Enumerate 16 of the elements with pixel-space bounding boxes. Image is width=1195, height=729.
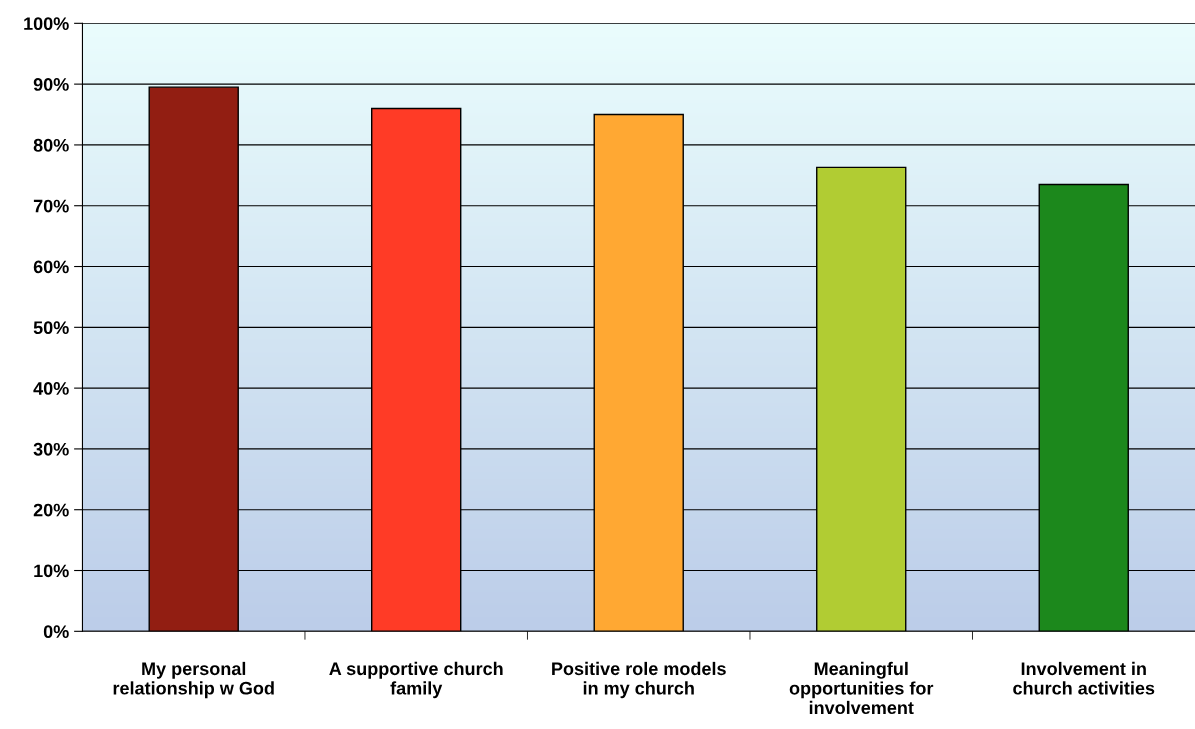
y-tick-label: 60% bbox=[33, 260, 69, 274]
x-tick-label: A supportive church family bbox=[329, 661, 503, 699]
y-tick-label: 20% bbox=[33, 503, 69, 517]
y-tick-label: 0% bbox=[43, 625, 69, 639]
y-tick-label: 30% bbox=[33, 442, 69, 456]
x-tick-label: Positive role models in my church bbox=[552, 661, 726, 699]
y-tick-label: 10% bbox=[34, 564, 69, 578]
y-tick-label: 100% bbox=[24, 17, 69, 31]
y-tick-label: 90% bbox=[33, 78, 69, 91]
x-tick-label: Meaningful opportunities for involvement bbox=[789, 661, 934, 715]
x-tick-label: My personal relationship w God bbox=[113, 661, 274, 699]
y-tick-label: 40% bbox=[33, 382, 69, 395]
y-tick-label: 70% bbox=[33, 199, 69, 213]
y-tick-label: 50% bbox=[33, 321, 69, 335]
x-tick-label: Involvement in church activities bbox=[1013, 661, 1155, 695]
y-tick-label: 80% bbox=[33, 138, 69, 152]
